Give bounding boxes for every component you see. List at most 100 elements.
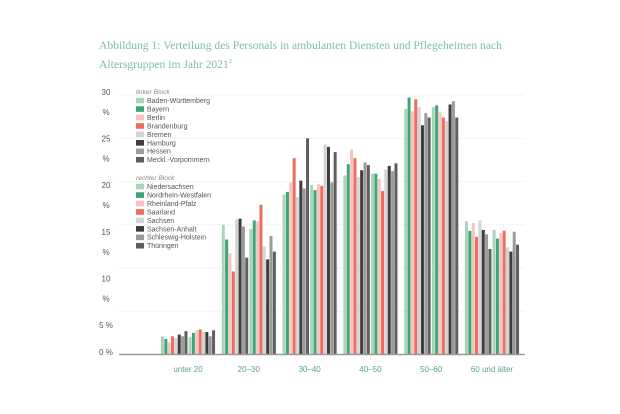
- legend-swatch: [136, 156, 144, 163]
- x-tick-label-5: 60 und älter: [471, 365, 514, 374]
- y-tick-number: 20: [102, 181, 111, 190]
- bar-berlin-5: [471, 223, 475, 355]
- legend-label: Schleswig-Holstein: [147, 235, 206, 242]
- bar-schleswig-holstein-4: [451, 101, 455, 355]
- legend-label: Hessen: [147, 149, 171, 156]
- legend-swatch: [136, 209, 144, 215]
- bar-bremen-1: [235, 219, 239, 355]
- y-tick-unit: %: [102, 108, 109, 117]
- bar-rheinland-pfalz-0: [195, 330, 199, 355]
- bar-hamburg-0: [177, 334, 181, 355]
- bar-brandenburg-5: [475, 236, 479, 355]
- bars: [161, 97, 520, 355]
- bar-hamburg-1: [238, 218, 242, 355]
- legend-label: Thüringen: [147, 243, 179, 250]
- bar-brandenburg-3: [353, 158, 357, 355]
- bar-berlin-3: [350, 149, 354, 355]
- bar-schleswig-holstein-5: [512, 231, 516, 355]
- bar-brandenburg-0: [171, 336, 175, 355]
- bar-sachsen-anhalt-5: [509, 251, 513, 355]
- legend-label: Niedersachsen: [147, 184, 194, 191]
- legend-label: Bayern: [147, 106, 169, 113]
- legend-item: Meckl.-Vorpommern: [136, 156, 210, 164]
- bar-rheinland-pfalz-3: [377, 178, 381, 355]
- legend-item: Sachsen: [136, 217, 174, 225]
- x-tick-label-4: 50–60: [420, 365, 443, 374]
- legend-swatch: [136, 106, 144, 112]
- legend-item: Baden-Württemberg: [136, 97, 210, 105]
- bar-group-5: [465, 220, 520, 355]
- bar-hessen-4: [424, 113, 428, 355]
- bar-nordrhein-westfalen-0: [191, 332, 195, 355]
- bar-baden-württemberg-2: [282, 194, 286, 355]
- bar-bayern-4: [407, 97, 411, 355]
- bar-brandenburg-2: [292, 158, 296, 355]
- bar-sachsen-2: [323, 144, 327, 355]
- legend-swatch: [136, 148, 144, 155]
- legend-label: Sachsen: [147, 218, 174, 225]
- legend-block-title-right: rechter Block: [136, 175, 175, 182]
- bar-sachsen-0: [202, 332, 205, 355]
- bar-rheinland-pfalz-4: [438, 112, 442, 355]
- legend-label: Bremen: [147, 132, 172, 139]
- bar-saarland-0: [198, 329, 202, 355]
- bar-sachsen-3: [384, 169, 388, 355]
- legend-item: Brandenburg: [136, 123, 188, 130]
- bar-sachsen-anhalt-4: [448, 104, 452, 355]
- bar-schleswig-holstein-1: [269, 236, 273, 355]
- y-tick-label-30: 30%: [102, 88, 111, 117]
- legend-swatch: [136, 242, 144, 249]
- x-tick-label-3: 40–50: [359, 365, 382, 374]
- bar-nordrhein-westfalen-1: [252, 220, 256, 355]
- bar-nordrhein-westfalen-5: [495, 238, 499, 355]
- bar-nordrhein-westfalen-4: [435, 105, 439, 355]
- bar-bayern-2: [285, 191, 289, 355]
- bar-bremen-0: [174, 338, 178, 355]
- y-tick-unit: %: [102, 155, 109, 164]
- legend-label: Sachsen-Anhalt: [147, 226, 196, 233]
- figure-title-line-1: Abbildung 1: Verteilung des Personals in…: [99, 39, 502, 52]
- figure-title-line-2: Altersgruppen im Jahr 20212: [99, 54, 502, 73]
- bar-brandenburg-4: [414, 99, 418, 355]
- bar-sachsen-4: [445, 120, 449, 355]
- bar-hessen-5: [485, 234, 489, 355]
- bar-bremen-4: [417, 107, 421, 355]
- y-tick-unit: %: [106, 348, 113, 357]
- x-tick-label-2: 30–40: [298, 365, 321, 374]
- bar-group-3: [343, 149, 398, 355]
- y-tick-number: 5: [99, 321, 104, 330]
- legend-item: Bremen: [136, 131, 172, 139]
- y-tick-number: 0: [99, 348, 104, 357]
- legend-item: Rheinland-Pfalz: [136, 200, 197, 208]
- bar-niedersachsen-2: [310, 184, 314, 355]
- bar-rheinland-pfalz-1: [256, 221, 260, 355]
- bar-baden-württemberg-1: [221, 224, 225, 355]
- bar-thüringen-0: [212, 330, 216, 355]
- bar-bayern-0: [164, 338, 168, 355]
- bar-thüringen-1: [272, 251, 276, 355]
- legend-item: Saarland: [136, 209, 175, 216]
- bar-thüringen-5: [516, 244, 520, 355]
- bar-bayern-5: [468, 230, 472, 355]
- y-tick-number: 10: [102, 274, 111, 283]
- legend-label: Baden-Württemberg: [147, 98, 210, 105]
- legend-label: Berlin: [147, 115, 165, 122]
- bar-schleswig-holstein-0: [208, 336, 212, 355]
- footnote-marker: 2: [228, 59, 232, 65]
- bar-sachsen-anhalt-0: [205, 332, 209, 355]
- bar-baden-württemberg-0: [161, 336, 164, 355]
- bar-group-4: [404, 97, 459, 355]
- y-tick-label-10: 10%: [102, 274, 111, 303]
- bar-sachsen-anhalt-1: [266, 259, 270, 355]
- y-tick-number: 25: [102, 135, 111, 144]
- gridlines: [119, 94, 525, 312]
- bar-schleswig-holstein-3: [391, 171, 395, 355]
- bar-saarland-2: [320, 185, 324, 355]
- bar-saarland-4: [441, 117, 445, 355]
- bar-niedersachsen-3: [371, 173, 374, 355]
- bar-hamburg-2: [299, 180, 303, 355]
- y-tick-unit: %: [102, 201, 109, 210]
- legend-swatch: [136, 97, 144, 104]
- bar-group-1: [221, 204, 276, 355]
